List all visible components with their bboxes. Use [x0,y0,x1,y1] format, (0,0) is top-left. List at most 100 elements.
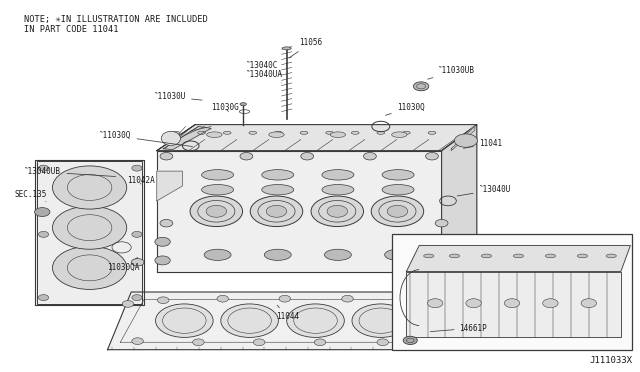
Ellipse shape [385,249,412,260]
Polygon shape [406,272,621,337]
Ellipse shape [352,304,410,337]
Ellipse shape [275,131,282,134]
Ellipse shape [262,185,294,195]
Circle shape [428,299,443,308]
Text: 11044: 11044 [276,305,300,321]
Text: ‶11030U: ‶11030U [154,92,202,101]
Ellipse shape [287,304,344,337]
Ellipse shape [269,132,284,137]
Circle shape [279,295,291,302]
Text: 14661P: 14661P [430,324,487,333]
Ellipse shape [392,132,407,137]
Ellipse shape [428,131,436,134]
Ellipse shape [513,254,524,258]
Circle shape [132,295,142,301]
Circle shape [543,299,558,308]
Ellipse shape [282,47,291,50]
Text: ‶11030Q: ‶11030Q [99,131,193,147]
Ellipse shape [300,131,308,134]
Circle shape [155,237,170,246]
Circle shape [504,299,520,308]
Ellipse shape [371,196,424,227]
Ellipse shape [424,254,434,258]
Ellipse shape [606,254,616,258]
Circle shape [160,219,173,227]
Ellipse shape [311,196,364,227]
Polygon shape [157,125,195,151]
Ellipse shape [351,131,359,134]
Ellipse shape [161,131,180,145]
Circle shape [413,82,429,91]
Ellipse shape [322,185,354,195]
Ellipse shape [327,205,348,217]
Text: ‶13040C: ‶13040C [246,61,282,74]
Polygon shape [108,292,460,350]
Ellipse shape [240,103,246,106]
Circle shape [425,338,436,344]
Circle shape [437,300,449,307]
Ellipse shape [449,254,460,258]
Ellipse shape [172,131,180,134]
Ellipse shape [377,131,385,134]
Text: NOTE; ✳IN ILLUSTRATION ARE INCLUDED: NOTE; ✳IN ILLUSTRATION ARE INCLUDED [24,15,208,24]
Polygon shape [35,160,144,305]
Circle shape [122,301,134,307]
Circle shape [454,134,477,147]
Text: 11030Q: 11030Q [385,103,424,115]
Ellipse shape [207,132,222,137]
Ellipse shape [206,205,227,217]
Text: ‶13040UA: ‶13040UA [246,70,284,83]
Polygon shape [157,171,182,201]
Text: 11030G: 11030G [211,103,239,112]
Ellipse shape [330,132,346,137]
Ellipse shape [198,131,205,134]
Ellipse shape [326,131,333,134]
Circle shape [364,153,376,160]
Polygon shape [451,126,475,151]
Polygon shape [406,246,630,272]
Bar [37,161,142,304]
Circle shape [52,206,127,249]
Ellipse shape [202,185,234,195]
Circle shape [314,339,326,346]
Ellipse shape [156,304,213,337]
Ellipse shape [324,249,351,260]
Polygon shape [157,151,442,272]
Circle shape [431,256,447,265]
Ellipse shape [387,205,408,217]
Circle shape [377,339,388,346]
Circle shape [38,165,49,171]
Circle shape [132,338,143,344]
Circle shape [132,165,142,171]
Circle shape [431,237,447,246]
Ellipse shape [249,131,257,134]
Circle shape [52,166,127,209]
Ellipse shape [322,170,354,180]
Text: 11042A: 11042A [127,176,154,185]
Text: ‶11030UB: ‶11030UB [428,66,476,79]
Text: ‶13040U: ‶13040U [457,185,511,196]
Circle shape [38,231,49,237]
Circle shape [132,231,142,237]
Ellipse shape [221,304,278,337]
Circle shape [160,153,173,160]
Polygon shape [157,125,477,151]
Ellipse shape [262,170,294,180]
Circle shape [404,297,415,304]
Ellipse shape [190,196,243,227]
Text: J111033X: J111033X [589,356,632,365]
Ellipse shape [202,170,234,180]
Bar [392,234,632,350]
Ellipse shape [481,254,492,258]
Ellipse shape [250,196,303,227]
Circle shape [466,299,481,308]
Circle shape [217,295,228,302]
Text: 11056: 11056 [289,38,323,58]
Ellipse shape [223,131,231,134]
Text: IN PART CODE 11041: IN PART CODE 11041 [24,25,119,34]
Text: SEC.135: SEC.135 [14,190,47,202]
Text: 11041: 11041 [463,139,502,148]
Circle shape [342,295,353,302]
Polygon shape [163,126,211,150]
Circle shape [193,339,204,346]
